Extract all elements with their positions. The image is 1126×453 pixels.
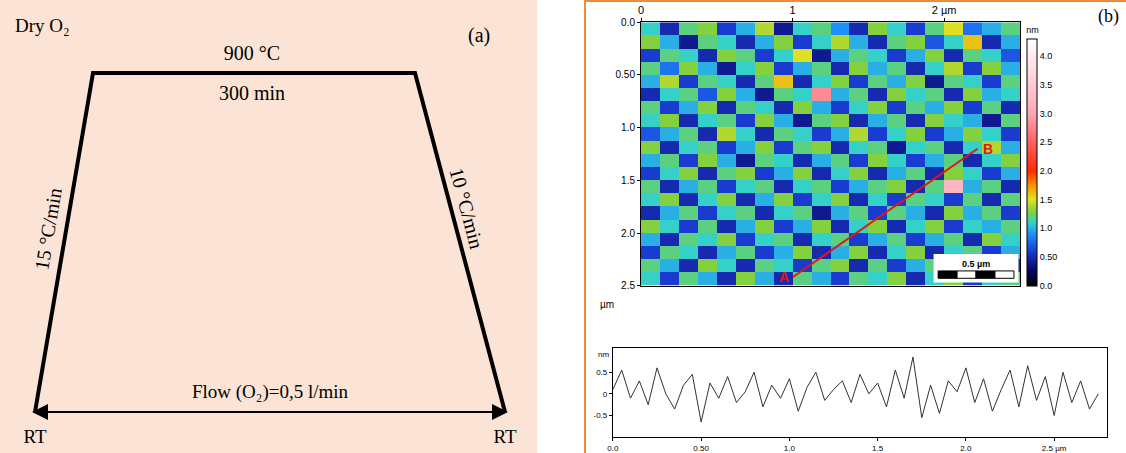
svg-text:0.50: 0.50 [693,444,709,453]
svg-text:1.0: 1.0 [1040,223,1053,233]
svg-text:1.0: 1.0 [621,122,635,133]
svg-text:0: 0 [638,4,644,16]
svg-text:0: 0 [603,390,608,399]
svg-text:µm: µm [600,299,614,310]
svg-text:2.0: 2.0 [960,444,972,453]
svg-text:RT: RT [493,426,517,447]
svg-text:A: A [779,269,789,285]
svg-text:2.5: 2.5 [1040,137,1053,147]
svg-text:3.0: 3.0 [1040,108,1053,118]
svg-text:3.5: 3.5 [1040,80,1053,90]
svg-text:0.50: 0.50 [1040,252,1058,262]
svg-text:0.50: 0.50 [616,69,636,80]
svg-text:900 °C: 900 °C [224,42,280,64]
svg-text:nm: nm [1026,25,1039,35]
svg-text:0.0: 0.0 [621,17,635,28]
svg-text:0.0: 0.0 [607,444,619,453]
svg-text:1.0: 1.0 [784,444,796,453]
svg-text:0.5 µm: 0.5 µm [962,259,990,269]
svg-text:2.0: 2.0 [1040,166,1053,176]
svg-text:2.5 µm: 2.5 µm [1042,444,1067,453]
svg-text:B: B [983,141,993,157]
svg-text:2.5: 2.5 [621,280,635,291]
svg-text:-0.5: -0.5 [593,411,607,420]
svg-text:1.5: 1.5 [621,175,635,186]
svg-text:0.0: 0.0 [1040,281,1053,291]
svg-text:(a): (a) [468,24,490,47]
svg-text:1.5: 1.5 [1040,195,1053,205]
svg-text:15 °C/min: 15 °C/min [30,186,66,272]
svg-text:4.0: 4.0 [1040,51,1053,61]
svg-text:2.0: 2.0 [621,228,635,239]
svg-text:300 min: 300 min [219,82,285,104]
svg-text:2 µm: 2 µm [932,4,957,16]
svg-text:RT: RT [23,426,47,447]
svg-text:0.5: 0.5 [596,368,608,377]
svg-text:Dry O₂: Dry O₂ [15,15,70,36]
svg-text:1: 1 [790,4,796,16]
svg-text:Flow (O₂)=0,5 l/min: Flow (O₂)=0,5 l/min [192,381,349,403]
svg-text:10 °C/min: 10 °C/min [445,165,488,251]
svg-text:1.5: 1.5 [872,444,884,453]
svg-text:(b): (b) [1098,6,1119,27]
svg-text:nm: nm [598,350,609,359]
